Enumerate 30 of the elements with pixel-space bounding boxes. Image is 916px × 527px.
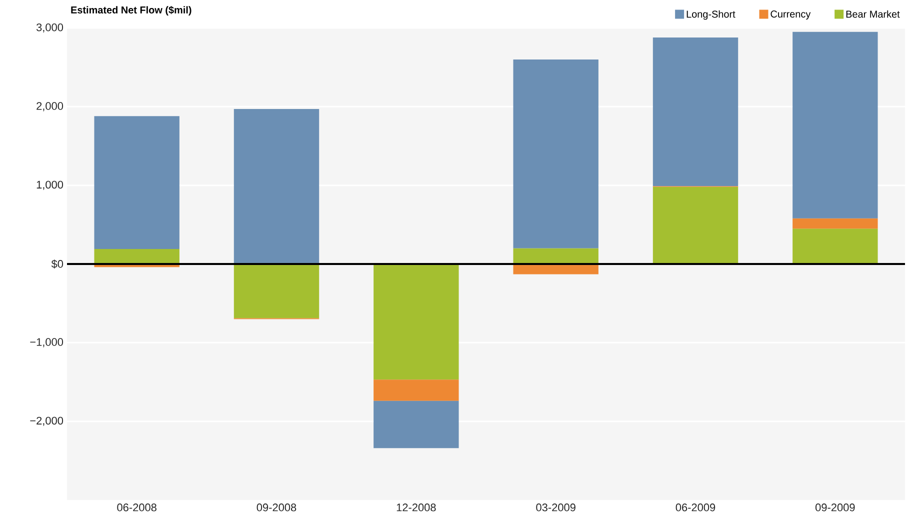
bar [374, 380, 459, 401]
x-tick-label: 12-2008 [396, 504, 436, 512]
bar [94, 116, 180, 250]
x-tick-label: 09-2009 [815, 504, 855, 512]
x-tick-label: 09-2008 [256, 504, 296, 512]
legend-label: Long-Short [686, 10, 736, 20]
legend-label: Bear Market [846, 10, 900, 18]
x-tick-label: 06-2009 [676, 504, 716, 512]
legend-label: Currency [770, 10, 811, 20]
bar [652, 186, 738, 264]
y-tick-label: 3,000 [36, 23, 64, 33]
bar [234, 109, 320, 264]
bar [94, 249, 180, 264]
bar [234, 264, 320, 318]
y-tick-label: 1,000 [36, 180, 64, 190]
bar [513, 248, 598, 264]
y-tick-label: −2,000 [30, 416, 64, 426]
x-tick-label: 06-2008 [117, 504, 156, 512]
bar [792, 32, 878, 218]
x-tick-label: 03-2009 [536, 504, 576, 512]
y-tick-label: −1,000 [30, 338, 64, 348]
bar [792, 228, 878, 264]
bar [374, 400, 459, 448]
chart-title: Estimated Net Flow ($mil) [71, 6, 192, 16]
y-tick-label: 2,000 [36, 102, 64, 112]
bar [652, 37, 738, 186]
bar [792, 218, 878, 229]
bar [374, 264, 459, 380]
y-tick-label: $0 [51, 260, 64, 268]
bar [513, 59, 598, 248]
